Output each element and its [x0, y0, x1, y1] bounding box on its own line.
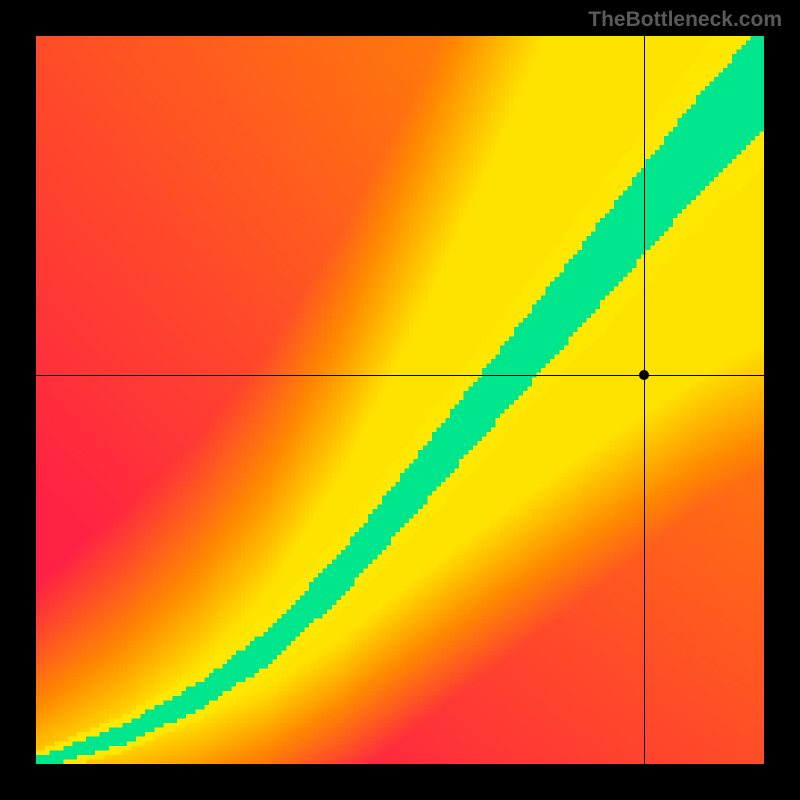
heatmap-canvas: [36, 36, 764, 764]
crosshair-horizontal: [36, 375, 764, 376]
crosshair-vertical: [644, 36, 645, 764]
bottleneck-heatmap: [36, 36, 764, 764]
watermark-text: TheBottleneck.com: [588, 8, 782, 32]
marker-dot: [639, 370, 649, 380]
